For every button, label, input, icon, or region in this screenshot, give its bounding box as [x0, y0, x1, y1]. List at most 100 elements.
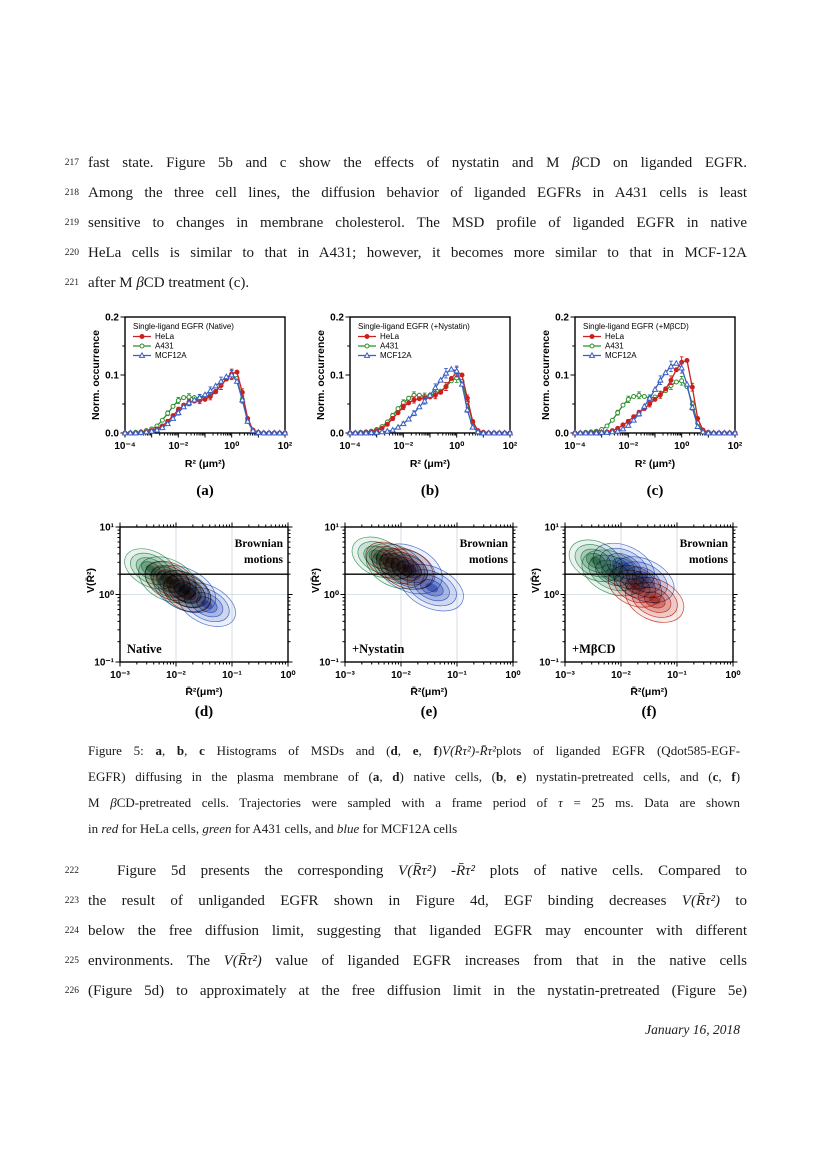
svg-text:Single-ligand EGFR (+Nystatin): Single-ligand EGFR (+Nystatin) [358, 322, 470, 331]
svg-text:0.0: 0.0 [555, 429, 569, 440]
line-number: 218 [64, 188, 79, 198]
body-text: after M βCD treatment (c). [88, 275, 250, 291]
svg-text:10⁰: 10⁰ [544, 590, 559, 601]
svg-text:10⁰: 10⁰ [224, 441, 239, 452]
svg-text:10⁻¹: 10⁻¹ [447, 670, 467, 681]
svg-text:Single-ligand EGFR (Native): Single-ligand EGFR (Native) [133, 322, 234, 331]
svg-text:10⁻⁴: 10⁻⁴ [564, 441, 585, 452]
figure-5-caption: Figure 5: a, b, c Histograms of MSDs and… [88, 738, 740, 842]
svg-text:motions: motions [244, 554, 284, 566]
svg-text:0.0: 0.0 [330, 429, 344, 440]
panel-e: 10⁻³ 10⁻² 10⁻¹ 10⁰ 10⁻¹ 10⁰ 10¹ R̄²(μm²) V(R̄²) B… [310, 522, 521, 720]
line-number: 217 [64, 158, 79, 168]
svg-text:10⁻²: 10⁻² [168, 441, 188, 452]
line-number: 219 [64, 218, 79, 228]
svg-text:10⁻¹: 10⁻¹ [222, 670, 242, 681]
figure-5-svg: 0.0 0.1 0.2 10⁻⁴ 10⁻² 10⁰ 10² R² (μm²) Norm. occ… [85, 313, 743, 721]
paragraph-2: 222 Figure 5d presents the corresponding… [55, 856, 747, 1006]
body-text: Among the three cell lines, the diffusio… [88, 185, 747, 201]
series-HeLa [122, 368, 288, 436]
svg-text:Brownian: Brownian [235, 538, 284, 550]
svg-text:(a): (a) [196, 483, 214, 499]
line-number: 222 [64, 866, 79, 876]
panel-a: 0.0 0.1 0.2 10⁻⁴ 10⁻² 10⁰ 10² R² (μm²) Norm. occ… [90, 313, 293, 500]
cluster-MCF12A [376, 543, 464, 612]
svg-text:R̄²(μm²): R̄²(μm²) [630, 686, 667, 698]
svg-text:(b): (b) [421, 483, 439, 499]
svg-text:R² (μm²): R² (μm²) [185, 458, 225, 470]
text-line: 226 (Figure 5d) to approximately at the … [55, 976, 747, 1006]
text-line: 219 sensitive to changes in membrane cho… [55, 208, 747, 238]
body-text: the result of unliganded EGFR shown in F… [88, 893, 747, 909]
svg-text:10¹: 10¹ [325, 523, 340, 534]
line-number: 225 [64, 956, 79, 966]
svg-text:R² (μm²): R² (μm²) [410, 458, 450, 470]
svg-text:R² (μm²): R² (μm²) [635, 458, 675, 470]
svg-text:Brownian: Brownian [680, 538, 729, 550]
svg-text:10⁰: 10⁰ [505, 670, 520, 681]
svg-text:10⁻⁴: 10⁻⁴ [114, 441, 135, 452]
text-line: 220 HeLa cells is similar to that in A43… [55, 238, 747, 268]
svg-text:Norm. occurrence: Norm. occurrence [315, 330, 327, 420]
svg-text:0.2: 0.2 [330, 313, 344, 324]
svg-text:+Nystatin: +Nystatin [352, 642, 404, 656]
figure-5: 0.0 0.1 0.2 10⁻⁴ 10⁻² 10⁰ 10² R² (μm²) Norm. occ… [85, 305, 745, 725]
svg-text:10⁻²: 10⁻² [611, 670, 631, 681]
svg-text:(e): (e) [421, 704, 438, 720]
svg-text:10⁻³: 10⁻³ [555, 670, 575, 681]
body-text: HeLa cells is similar to that in A431; h… [88, 245, 747, 261]
svg-text:10⁰: 10⁰ [449, 441, 464, 452]
svg-text:10⁻²: 10⁻² [393, 441, 413, 452]
body-text: below the free diffusion limit, suggesti… [88, 923, 747, 939]
svg-text:A431: A431 [380, 342, 399, 351]
svg-text:+MβCD: +MβCD [572, 642, 616, 656]
svg-text:0.1: 0.1 [555, 371, 569, 382]
series-MCF12A [346, 365, 514, 436]
body-text: sensitive to changes in membrane cholest… [88, 215, 747, 231]
svg-text:Norm. occurrence: Norm. occurrence [90, 330, 102, 420]
line-number: 221 [64, 278, 79, 288]
svg-text:A431: A431 [605, 342, 624, 351]
text-line: 217 fast state. Figure 5b and c show the… [55, 148, 747, 178]
cluster-HeLa [608, 565, 685, 623]
paragraph-1: 217 fast state. Figure 5b and c show the… [55, 148, 747, 298]
svg-text:(d): (d) [195, 704, 213, 720]
svg-text:10⁻²: 10⁻² [391, 670, 411, 681]
text-line: 223 the result of unliganded EGFR shown … [55, 886, 747, 916]
caption-line: EGFR) diffusing in the plasma membrane o… [88, 769, 741, 784]
svg-text:10⁻¹: 10⁻¹ [667, 670, 687, 681]
svg-text:10¹: 10¹ [100, 523, 115, 534]
svg-text:R̄²(μm²): R̄²(μm²) [185, 686, 222, 698]
svg-text:motions: motions [469, 554, 509, 566]
svg-text:(f): (f) [642, 704, 657, 720]
svg-text:V(R̄²): V(R̄²) [530, 568, 542, 593]
svg-text:MCF12A: MCF12A [605, 351, 637, 360]
svg-text:motions: motions [689, 554, 729, 566]
svg-text:(c): (c) [647, 483, 664, 499]
svg-text:10¹: 10¹ [545, 523, 560, 534]
series-MCF12A [571, 359, 739, 436]
series-HeLa [347, 366, 513, 436]
svg-text:10⁻²: 10⁻² [618, 441, 638, 452]
line-number: 220 [64, 248, 79, 258]
body-text: Figure 5d presents the corresponding V(R… [117, 863, 747, 879]
svg-text:0.2: 0.2 [105, 313, 119, 324]
svg-text:HeLa: HeLa [155, 332, 175, 341]
svg-text:10²: 10² [278, 441, 293, 452]
svg-text:Single-ligand EGFR (+MβCD): Single-ligand EGFR (+MβCD) [583, 322, 689, 331]
caption-line: M βCD-pretreated cells. Trajectories wer… [88, 795, 741, 810]
body-text: environments. The V(R̄τ²) value of ligan… [88, 953, 747, 969]
svg-text:10⁰: 10⁰ [324, 590, 339, 601]
svg-text:10⁻¹: 10⁻¹ [539, 658, 559, 669]
panel-c: 0.0 0.1 0.2 10⁻⁴ 10⁻² 10⁰ 10² R² (μm²) Norm. occ… [540, 313, 743, 500]
svg-text:10⁻³: 10⁻³ [110, 670, 130, 681]
line-number: 223 [64, 896, 79, 906]
series-A431 [347, 372, 513, 436]
density-clusters [351, 536, 464, 612]
svg-text:10²: 10² [728, 441, 743, 452]
svg-text:10⁰: 10⁰ [280, 670, 295, 681]
svg-text:V(R̄²): V(R̄²) [310, 568, 322, 593]
svg-text:10⁻¹: 10⁻¹ [319, 658, 339, 669]
